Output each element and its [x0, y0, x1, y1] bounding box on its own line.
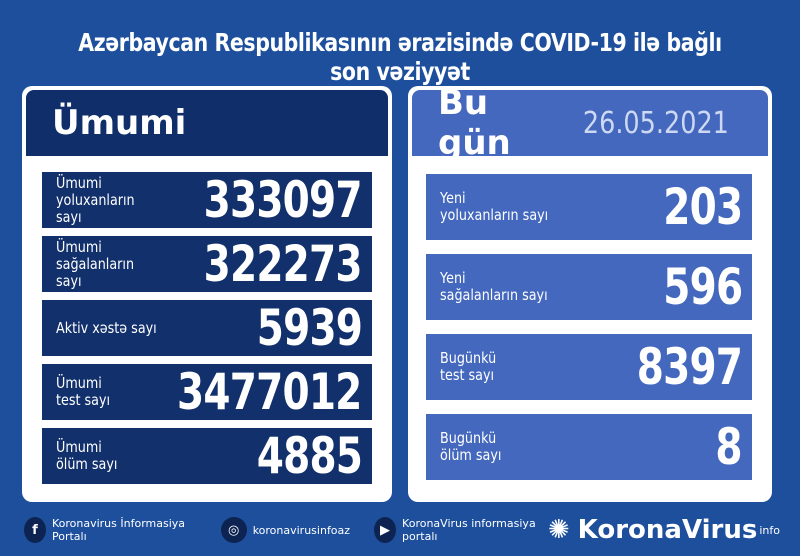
stat-value: 596	[662, 258, 743, 316]
stat-label: ölüm sayı	[56, 455, 118, 473]
stat-label: Yeni	[440, 189, 466, 207]
stat-label: test sayı	[440, 366, 495, 384]
instagram-link[interactable]: ◎ koronavirusinfoaz	[220, 517, 351, 543]
instagram-icon: ◎	[220, 517, 247, 543]
brand-name: KoronaVirus	[577, 515, 758, 545]
total-header: Ümumi	[26, 90, 388, 156]
stat-row: Ümumi sağalanların sayı 322273	[42, 235, 372, 293]
stat-label: Ümumi	[56, 237, 102, 256]
stat-label: ölüm sayı	[440, 446, 502, 464]
stat-row: Ümumi test sayı 3477012	[42, 363, 372, 421]
brand-logo: ✺ KoronaVirus info	[548, 515, 780, 545]
today-title: Bu gün	[438, 83, 511, 163]
youtube-icon: ▶	[374, 517, 397, 543]
stat-row: Bugünkü ölüm sayı 8	[426, 414, 752, 480]
stat-label: Ümumi	[56, 173, 102, 192]
stat-label: yoluxanların sayı	[440, 206, 549, 224]
stat-label: Bugünkü	[440, 349, 497, 367]
stat-value: 333097	[203, 171, 363, 229]
date: 26.05.2021	[583, 105, 730, 141]
stat-value: 322273	[203, 235, 363, 293]
sun-icon: ✺	[547, 515, 570, 545]
stat-label: Ümumi	[56, 374, 102, 392]
total-panel: Ümumi Ümumi yoluxanların sayı 333097 Ümumi…	[22, 86, 392, 502]
stat-value: 8	[715, 418, 743, 476]
stat-row: Yeni sağalanların sayı 596	[426, 254, 752, 320]
stat-label: Yeni	[440, 269, 466, 287]
stat-value: 5939	[256, 299, 363, 357]
facebook-icon: f	[24, 517, 46, 543]
youtube-label: KoronaVirus informasiya portalı	[402, 517, 536, 543]
stat-value: 3477012	[177, 363, 363, 421]
stat-label: Bugünkü	[440, 429, 497, 447]
page-title: Azərbaycan Respublikasının ərazisində CO…	[78, 28, 722, 86]
stat-label: sağalanların sayı	[56, 254, 135, 290]
stat-label: yoluxanların sayı	[56, 190, 135, 226]
instagram-label: koronavirusinfoaz	[252, 523, 351, 537]
stat-value: 8397	[636, 338, 743, 396]
stat-row: Ümumi ölüm sayı 4885	[42, 427, 372, 485]
facebook-link[interactable]: f Koronavirus İnformasiya Portalı	[24, 517, 197, 543]
stat-value: 4885	[256, 427, 363, 485]
stat-label: sağalanların sayı	[440, 286, 548, 304]
stat-row: Bugünkü test sayı 8397	[426, 334, 752, 400]
today-panel: Bu gün 26.05.2021 Yeni yoluxanların sayı 20…	[408, 83, 772, 502]
footer: f Koronavirus İnformasiya Portalı ◎ korona…	[0, 510, 800, 550]
brand-sup: info	[759, 523, 780, 537]
facebook-label: Koronavirus İnformasiya Portalı	[51, 517, 186, 543]
stat-row: Ümumi yoluxanların sayı 333097	[42, 171, 372, 229]
stat-label: Ümumi	[56, 438, 102, 456]
stat-row: Yeni yoluxanların sayı 203	[426, 174, 752, 240]
stat-value: 203	[662, 178, 743, 236]
stat-row: Aktiv xəstə sayı 5939	[42, 299, 372, 357]
today-header: Bu gün 26.05.2021	[412, 83, 768, 163]
youtube-link[interactable]: ▶ KoronaVirus informasiya portalı	[374, 517, 548, 543]
stat-label: Aktiv xəstə sayı	[56, 318, 157, 337]
stat-label: test sayı	[56, 391, 111, 409]
